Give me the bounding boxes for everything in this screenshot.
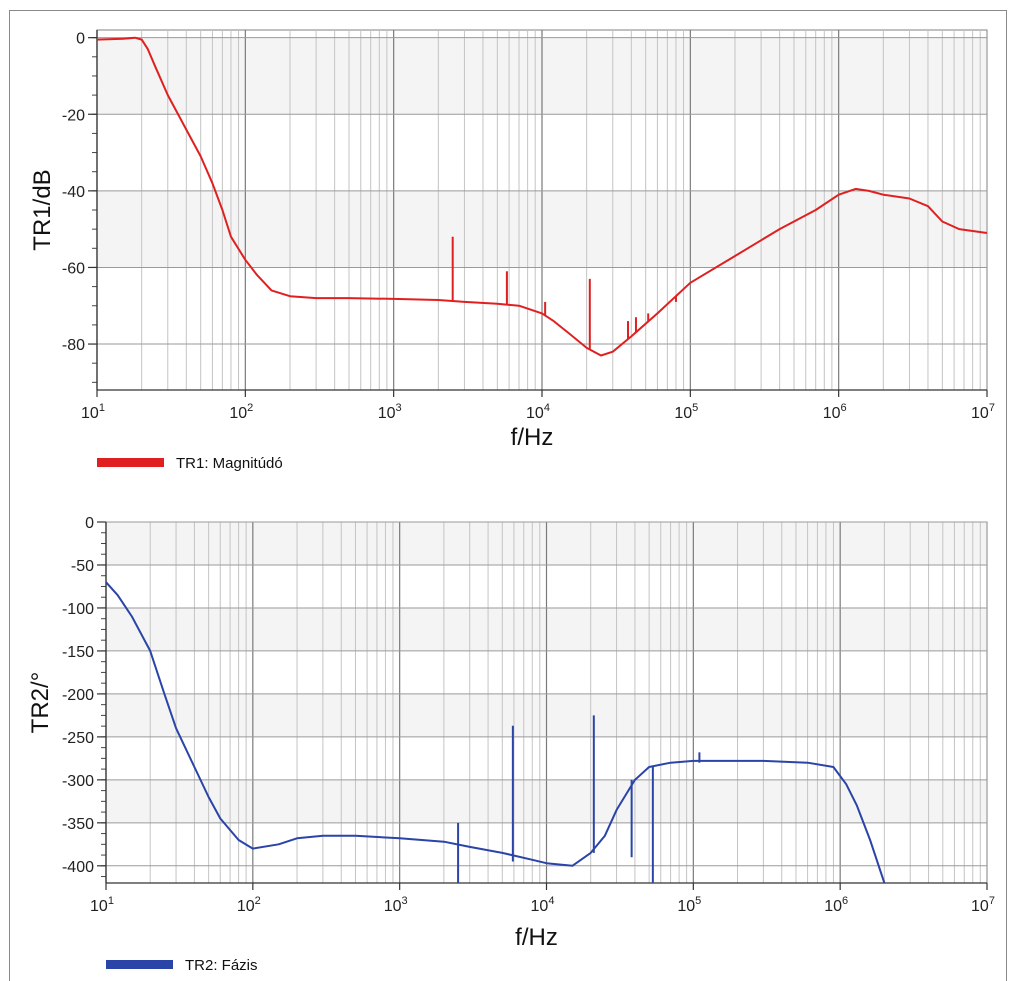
x-tick-label: 103 bbox=[378, 402, 402, 422]
y-tick-label: -300 bbox=[62, 773, 94, 790]
y-tick-label: -40 bbox=[62, 184, 85, 201]
x-tick-label: 102 bbox=[229, 402, 253, 422]
x-tick-label: 102 bbox=[237, 895, 261, 915]
chart-panel-1: 0 -20 -40 -60 -80 101 102 103 104 105 106 107 f/Hz TR… bbox=[29, 29, 995, 472]
y-tick-label: -200 bbox=[62, 687, 94, 704]
x-tick-label: 104 bbox=[531, 895, 555, 915]
legend-label: TR1: Magnitúdó bbox=[176, 455, 283, 472]
y-axis-title: TR2/° bbox=[27, 672, 54, 734]
x-tick-label: 105 bbox=[674, 402, 698, 422]
series-line-1 bbox=[105, 581, 886, 884]
y-tick-label: -350 bbox=[62, 816, 94, 833]
y-tick-label: -150 bbox=[62, 644, 94, 661]
x-tick-label: 101 bbox=[90, 895, 114, 915]
chart-panel-2: 0 -50 -100 -150 -200 -250 -300 -350 -400 101 102 10… bbox=[27, 515, 995, 974]
x-tick-label: 105 bbox=[677, 895, 701, 915]
x-tick-label: 104 bbox=[526, 402, 550, 422]
y-tick-label: 0 bbox=[85, 515, 94, 532]
y-tick-label: -400 bbox=[62, 859, 94, 876]
y-tick-label: 0 bbox=[76, 31, 85, 48]
x-tick-label: 107 bbox=[971, 402, 995, 422]
x-tick-label: 106 bbox=[823, 402, 847, 422]
x-tick-label: 106 bbox=[824, 895, 848, 915]
x-tick-label: 103 bbox=[384, 895, 408, 915]
series-line-1 bbox=[96, 36, 988, 357]
y-tick-label: -80 bbox=[62, 337, 85, 354]
y-tick-label: -60 bbox=[62, 260, 85, 277]
y-tick-label: -20 bbox=[62, 107, 85, 124]
y-tick-label: -100 bbox=[62, 601, 94, 618]
x-tick-label: 101 bbox=[81, 402, 105, 422]
legend-swatch bbox=[97, 458, 164, 467]
x-axis-title: f/Hz bbox=[511, 424, 554, 451]
legend-swatch bbox=[106, 960, 173, 969]
y-axis-title: TR1/dB bbox=[29, 169, 56, 250]
y-tick-label: -250 bbox=[62, 730, 94, 747]
figure-frame bbox=[9, 10, 1007, 981]
y-tick-label: -50 bbox=[71, 558, 94, 575]
x-tick-label: 107 bbox=[971, 895, 995, 915]
x-axis-title: f/Hz bbox=[515, 924, 558, 951]
legend-label: TR2: Fázis bbox=[185, 957, 258, 974]
